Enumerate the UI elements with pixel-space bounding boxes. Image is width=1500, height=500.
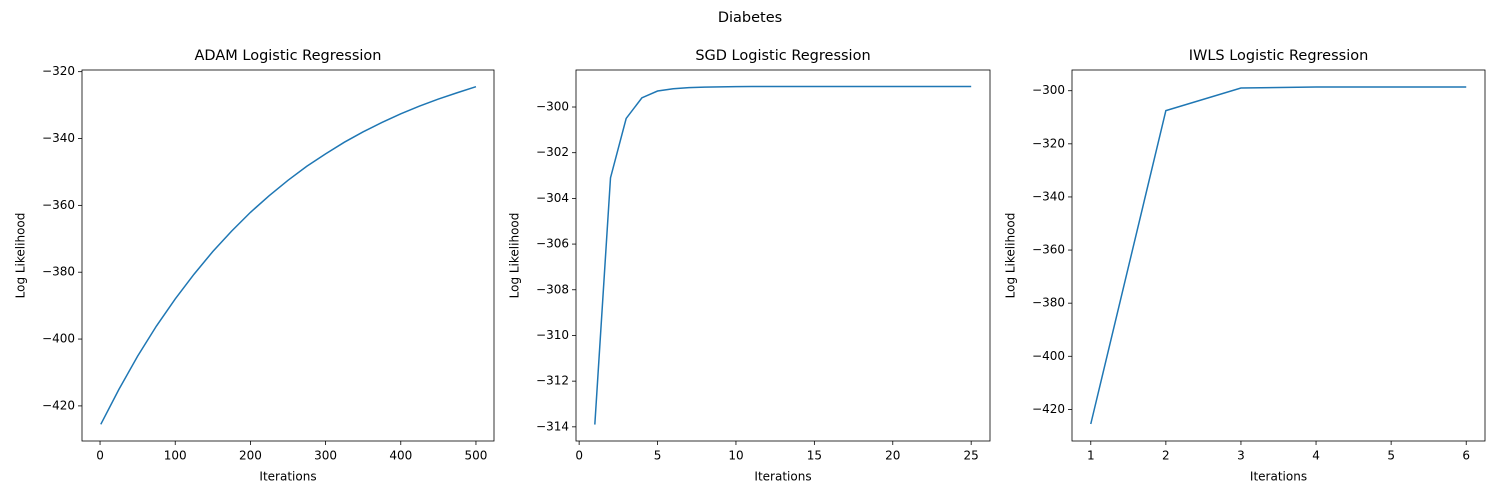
x-tick-label: 100 <box>164 449 187 463</box>
y-tick-label: −302 <box>536 145 569 159</box>
y-tick-label: −340 <box>1032 189 1065 203</box>
y-axis-label: Log Likelihood <box>1004 213 1018 299</box>
x-tick-label: 20 <box>885 449 900 463</box>
y-tick-label: −314 <box>536 419 569 433</box>
subplot-title: SGD Logistic Regression <box>695 48 870 64</box>
x-tick-label: 5 <box>1387 449 1395 463</box>
y-axis-label: Log Likelihood <box>14 213 28 299</box>
x-tick-label: 0 <box>575 449 583 463</box>
x-tick-label: 10 <box>728 449 743 463</box>
x-tick-label: 15 <box>807 449 822 463</box>
axes-frame <box>575 69 991 442</box>
y-tick-label: −360 <box>42 198 75 212</box>
x-tick-label: 25 <box>964 449 979 463</box>
y-tick-label: −300 <box>1032 83 1065 97</box>
x-tick-label: 2 <box>1162 449 1170 463</box>
x-tick-label: 400 <box>389 449 412 463</box>
y-tick-label: −380 <box>1032 296 1065 310</box>
x-tick-label: 5 <box>654 449 662 463</box>
y-tick-label: −340 <box>42 131 75 145</box>
x-axis-label: Iterations <box>754 470 811 484</box>
y-tick-label: −400 <box>1032 349 1065 363</box>
x-axis-label: Iterations <box>259 470 316 484</box>
subplot-title: IWLS Logistic Regression <box>1189 48 1369 64</box>
y-tick-label: −320 <box>1032 136 1065 150</box>
y-tick-label: −400 <box>42 332 75 346</box>
data-line <box>1090 86 1467 425</box>
y-tick-label: −420 <box>1032 402 1065 416</box>
y-tick-label: −304 <box>536 191 569 205</box>
y-tick-label: −360 <box>1032 243 1065 257</box>
y-tick-label: −300 <box>536 100 569 114</box>
x-tick-label: 3 <box>1237 449 1245 463</box>
x-tick-label: 300 <box>314 449 337 463</box>
y-tick-label: −380 <box>42 265 75 279</box>
x-tick-label: 1 <box>1087 449 1095 463</box>
y-tick-label: −306 <box>536 237 569 251</box>
data-line <box>594 85 972 425</box>
x-tick-label: 500 <box>465 449 488 463</box>
x-tick-label: 6 <box>1462 449 1470 463</box>
x-tick-label: 200 <box>239 449 262 463</box>
y-tick-label: −320 <box>42 64 75 78</box>
x-tick-label: 0 <box>96 449 104 463</box>
x-tick-label: 4 <box>1312 449 1320 463</box>
figure-title: Diabetes <box>718 10 782 26</box>
y-tick-label: −312 <box>536 374 569 388</box>
y-tick-label: −310 <box>536 328 569 342</box>
axes-frame <box>81 69 495 442</box>
data-line <box>100 85 477 425</box>
axes-frame <box>1071 69 1486 442</box>
y-tick-label: −420 <box>42 398 75 412</box>
y-axis-label: Log Likelihood <box>508 213 522 299</box>
x-axis-label: Iterations <box>1250 470 1307 484</box>
subplot-title: ADAM Logistic Regression <box>195 48 382 64</box>
y-tick-label: −308 <box>536 282 569 296</box>
